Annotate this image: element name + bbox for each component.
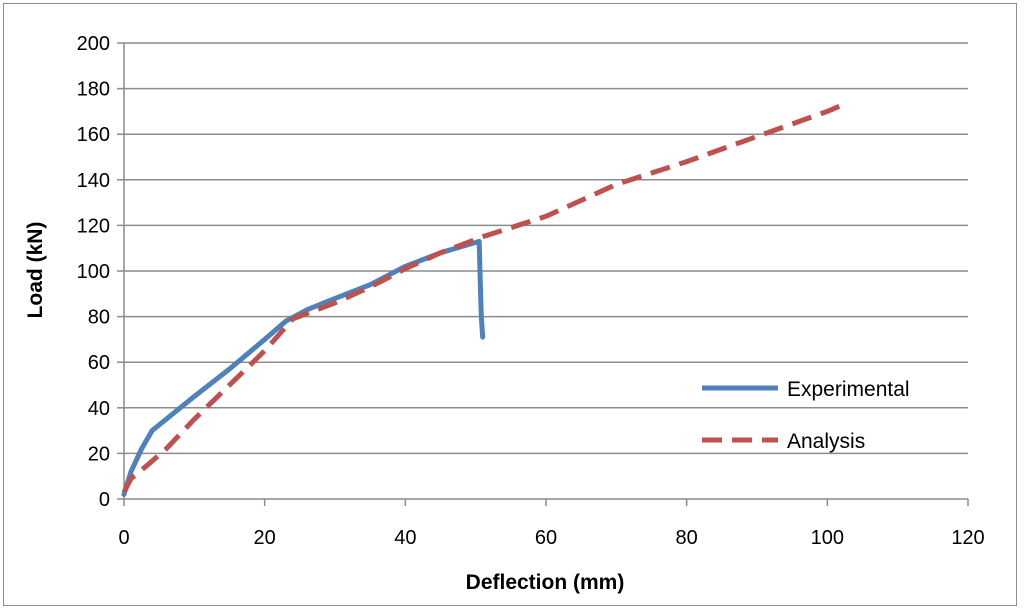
x-axis-title: Deflection (mm) <box>466 571 625 594</box>
x-tick-label-20: 20 <box>254 527 276 549</box>
y-tick-label-20: 20 <box>88 443 110 465</box>
tick-labels: 0 20 40 60 80 100 120 140 160 180 200 0 20 40 60 80 100 1… <box>77 33 985 549</box>
legend-label-experimental: Experimental <box>787 378 910 401</box>
axes <box>117 42 969 506</box>
y-tick-label-120: 120 <box>77 215 110 237</box>
y-tick-label-0: 0 <box>99 489 110 511</box>
y-tick-label-140: 140 <box>77 170 110 192</box>
series-line-analysis <box>121 100 850 494</box>
gridlines <box>124 42 968 455</box>
x-tick-label-60: 60 <box>535 527 557 549</box>
chart-frame <box>3 3 1017 606</box>
series-line-experimental <box>121 238 486 497</box>
y-tick-label-100: 100 <box>77 261 110 283</box>
y-tick-label-80: 80 <box>88 307 110 329</box>
x-tick-label-120: 120 <box>951 527 984 549</box>
series-lines <box>121 100 850 497</box>
y-tick-label-200: 200 <box>77 33 110 55</box>
y-tick-label-60: 60 <box>88 352 110 374</box>
y-tick-label-180: 180 <box>77 79 110 101</box>
y-tick-label-40: 40 <box>88 398 110 420</box>
y-axis-title: Load (kN) <box>24 222 47 319</box>
legend-label-analysis: Analysis <box>787 430 865 453</box>
x-tick-label-100: 100 <box>811 527 844 549</box>
y-tick-label-160: 160 <box>77 124 110 146</box>
legend: Experimental Analysis <box>702 378 910 453</box>
x-tick-label-0: 0 <box>118 527 129 549</box>
x-tick-label-80: 80 <box>676 527 698 549</box>
x-tick-label-40: 40 <box>394 527 416 549</box>
